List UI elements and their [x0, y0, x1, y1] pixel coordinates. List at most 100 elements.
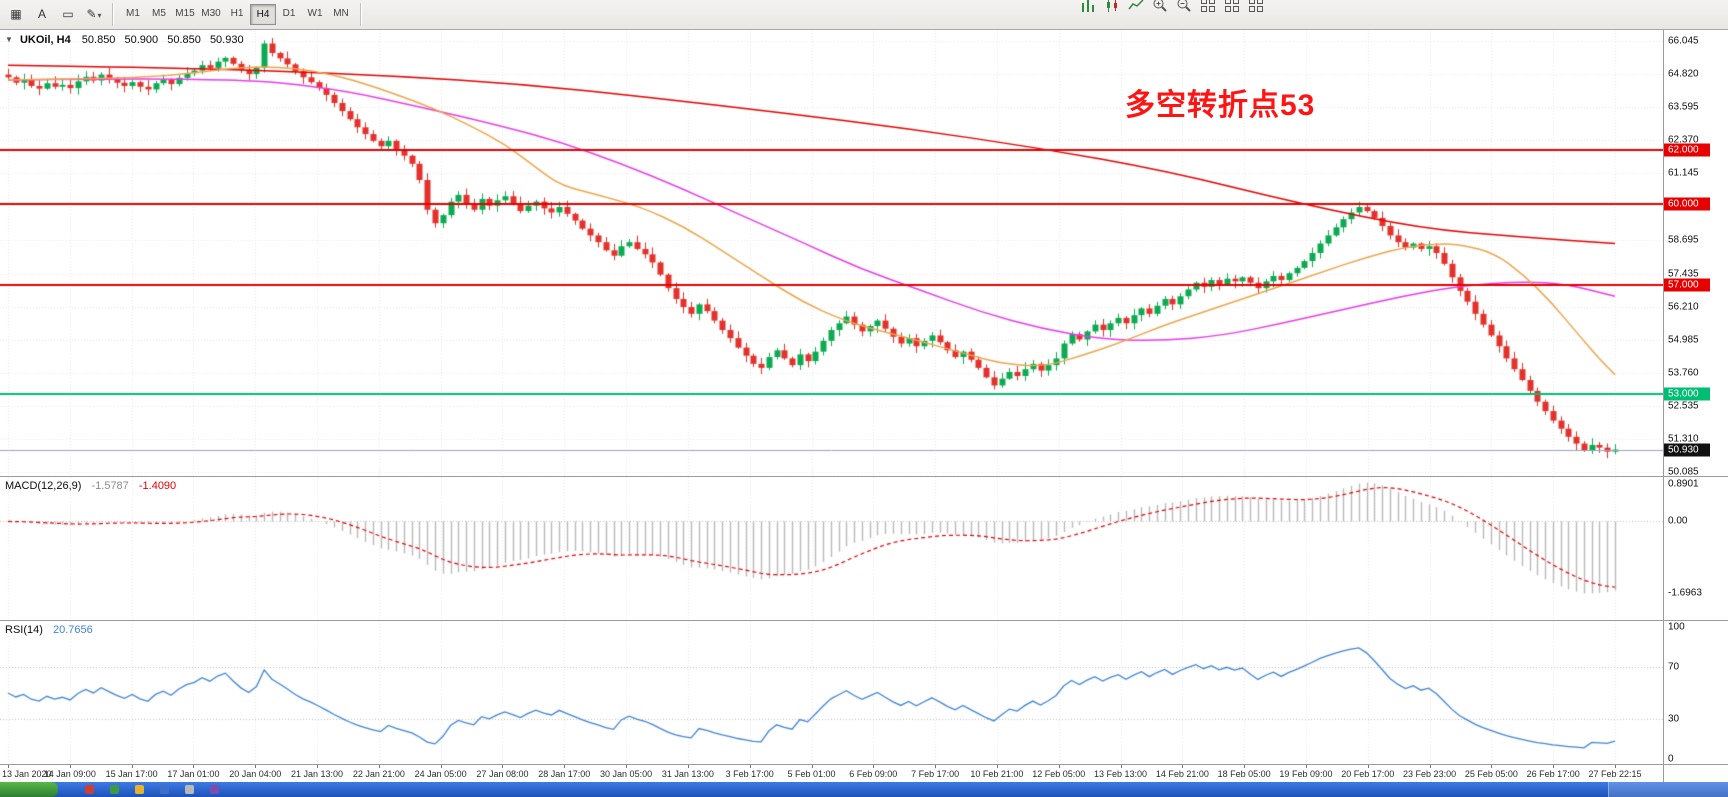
symbol-dropdown-icon[interactable]: ▼ — [5, 35, 13, 44]
start-button[interactable] — [0, 782, 58, 797]
price-scale[interactable]: 66.045 64.820 63.595 62.370 61.145 58.695 57.4… — [1663, 30, 1728, 476]
time-axis-label: 24 Jan 05:00 — [414, 769, 467, 779]
price-scale-label: 57.435 — [1668, 268, 1699, 280]
cascade-windows-icon[interactable] — [1224, 0, 1240, 13]
time-tick — [1491, 765, 1492, 768]
rsi-scale[interactable]: 100 70 30 0 — [1663, 620, 1728, 764]
timeframe-h1[interactable]: H1 — [230, 8, 244, 19]
candlestick-chart-icon[interactable] — [1104, 0, 1120, 13]
zoom-out-icon[interactable] — [1176, 0, 1192, 13]
timeframe-m5[interactable]: M5 — [152, 8, 166, 19]
time-axis-label: 14 Jan 09:00 — [43, 769, 96, 779]
price-scale-label: 56.210 — [1668, 301, 1699, 313]
draw-tool-button[interactable]: ✎▾ — [82, 3, 106, 26]
chart-grid-icon: ▦ — [10, 7, 22, 21]
timeframe-d1[interactable]: D1 — [282, 8, 296, 19]
level-price-badge: 57.000 — [1664, 278, 1710, 292]
price-scale-label: 64.820 — [1668, 68, 1699, 80]
toolbar-separator — [360, 3, 361, 26]
rsi-params: RSI(14) — [5, 624, 43, 636]
ohlc-low: 50.850 — [167, 34, 201, 46]
toolbar: ▦ A ▭ ✎▾ M1 M5 M15 M30 H1 H4 D1 W1 MN — [0, 0, 1728, 30]
price-chart-canvas[interactable] — [0, 30, 1663, 476]
timeframe-h4[interactable]: H4 — [250, 4, 276, 25]
time-tick — [132, 765, 133, 768]
price-scale-label: 66.045 — [1668, 35, 1699, 47]
price-chart-panel: ▼ UKOil, H4 50.850 50.900 50.850 50.930 … — [0, 30, 1663, 476]
macd-scale[interactable]: 0.8901 0.00 -1.6963 — [1663, 476, 1728, 620]
chart-annotation-text[interactable]: 多空转折点53 — [1125, 89, 1316, 122]
time-axis-label: 27 Feb 22:15 — [1588, 769, 1642, 779]
time-tick — [1121, 765, 1122, 768]
time-axis-label: 22 Jan 21:00 — [352, 769, 405, 779]
chart-grid-button[interactable]: ▦ — [4, 3, 28, 26]
time-axis-label: 20 Feb 17:00 — [1341, 769, 1395, 779]
time-axis-label: 21 Jan 13:00 — [291, 769, 344, 779]
text-label-tool-icon: A — [37, 7, 46, 21]
timeframe-m15[interactable]: M15 — [175, 8, 195, 19]
chevron-down-icon[interactable]: ▾ — [97, 11, 102, 20]
time-tick — [1182, 765, 1183, 768]
time-tick — [255, 765, 256, 768]
price-scale-label: 52.535 — [1668, 400, 1699, 412]
macd-panel: MACD(12,26,9) -1.5787 -1.4090 — [0, 476, 1663, 620]
time-axis-label: 12 Feb 05:00 — [1032, 769, 1086, 779]
timeframe-m30[interactable]: M30 — [201, 8, 221, 19]
arrange-windows-icon[interactable] — [1248, 0, 1264, 13]
time-axis[interactable]: 13 Jan 2020 14 Jan 09:00 15 Jan 17:00 17 Ja… — [0, 764, 1663, 782]
app-icon-5[interactable] — [185, 785, 194, 794]
rsi-panel: RSI(14) 20.7656 — [0, 620, 1663, 764]
rsi-value: 20.7656 — [52, 624, 93, 636]
time-axis-label: 7 Feb 17:00 — [911, 769, 960, 779]
time-axis-label: 25 Feb 05:00 — [1464, 769, 1518, 779]
ohlc-close: 50.930 — [209, 34, 244, 46]
time-tick — [626, 765, 627, 768]
bar-chart-icon[interactable] — [1080, 0, 1096, 13]
price-scale-label: 54.985 — [1668, 334, 1699, 346]
timeframe-mn[interactable]: MN — [333, 8, 349, 19]
macd-main-value: -1.5787 — [91, 480, 129, 492]
price-scale-label: 51.310 — [1668, 433, 1699, 445]
time-tick — [441, 765, 442, 768]
macd-label: MACD(12,26,9) -1.5787 -1.4090 — [5, 480, 176, 492]
app-icon-4[interactable] — [160, 785, 169, 794]
time-tick — [1306, 765, 1307, 768]
time-axis-label: 17 Jan 01:00 — [167, 769, 220, 779]
timeframe-w1[interactable]: W1 — [307, 8, 323, 19]
text-label-tool-button[interactable]: A — [30, 3, 54, 26]
app-icon-1[interactable] — [85, 785, 94, 794]
ohlc-open: 50.850 — [81, 34, 116, 46]
current-price-badge: 50.930 — [1664, 443, 1710, 456]
price-scale-label: 50.085 — [1668, 466, 1699, 476]
time-tick — [193, 765, 194, 768]
time-axis-label: 10 Feb 21:00 — [970, 769, 1024, 779]
app-icon-6[interactable] — [210, 785, 219, 794]
zoom-in-icon[interactable] — [1152, 0, 1168, 13]
system-tray[interactable] — [1608, 782, 1728, 797]
level-price-badge: 62.000 — [1664, 143, 1710, 157]
symbol-info-line: ▼ UKOil, H4 50.850 50.900 50.850 50.930 — [5, 34, 250, 46]
macd-scale-label: 0.8901 — [1668, 478, 1699, 490]
macd-canvas[interactable] — [0, 477, 1663, 620]
time-tick — [1553, 765, 1554, 768]
time-tick — [502, 765, 503, 768]
level-price-badge: 60.000 — [1664, 197, 1710, 211]
shape-tool-button[interactable]: ▭ — [56, 3, 80, 26]
time-tick — [1244, 765, 1245, 768]
time-axis-label: 18 Feb 05:00 — [1217, 769, 1271, 779]
app-icon-3[interactable] — [135, 785, 144, 794]
toolbar-separator — [112, 3, 113, 26]
time-tick — [935, 765, 936, 768]
rsi-scale-label: 100 — [1668, 621, 1685, 633]
line-chart-icon[interactable] — [1128, 0, 1144, 13]
draw-tool-icon: ✎ — [86, 7, 97, 21]
timeframe-m1[interactable]: M1 — [126, 8, 140, 19]
tile-windows-icon[interactable] — [1200, 0, 1216, 13]
time-tick — [688, 765, 689, 768]
app-icon-2[interactable] — [110, 785, 119, 794]
rsi-canvas[interactable] — [0, 621, 1663, 764]
time-axis-label: 15 Jan 17:00 — [105, 769, 158, 779]
time-tick — [1615, 765, 1616, 768]
time-tick — [1430, 765, 1431, 768]
